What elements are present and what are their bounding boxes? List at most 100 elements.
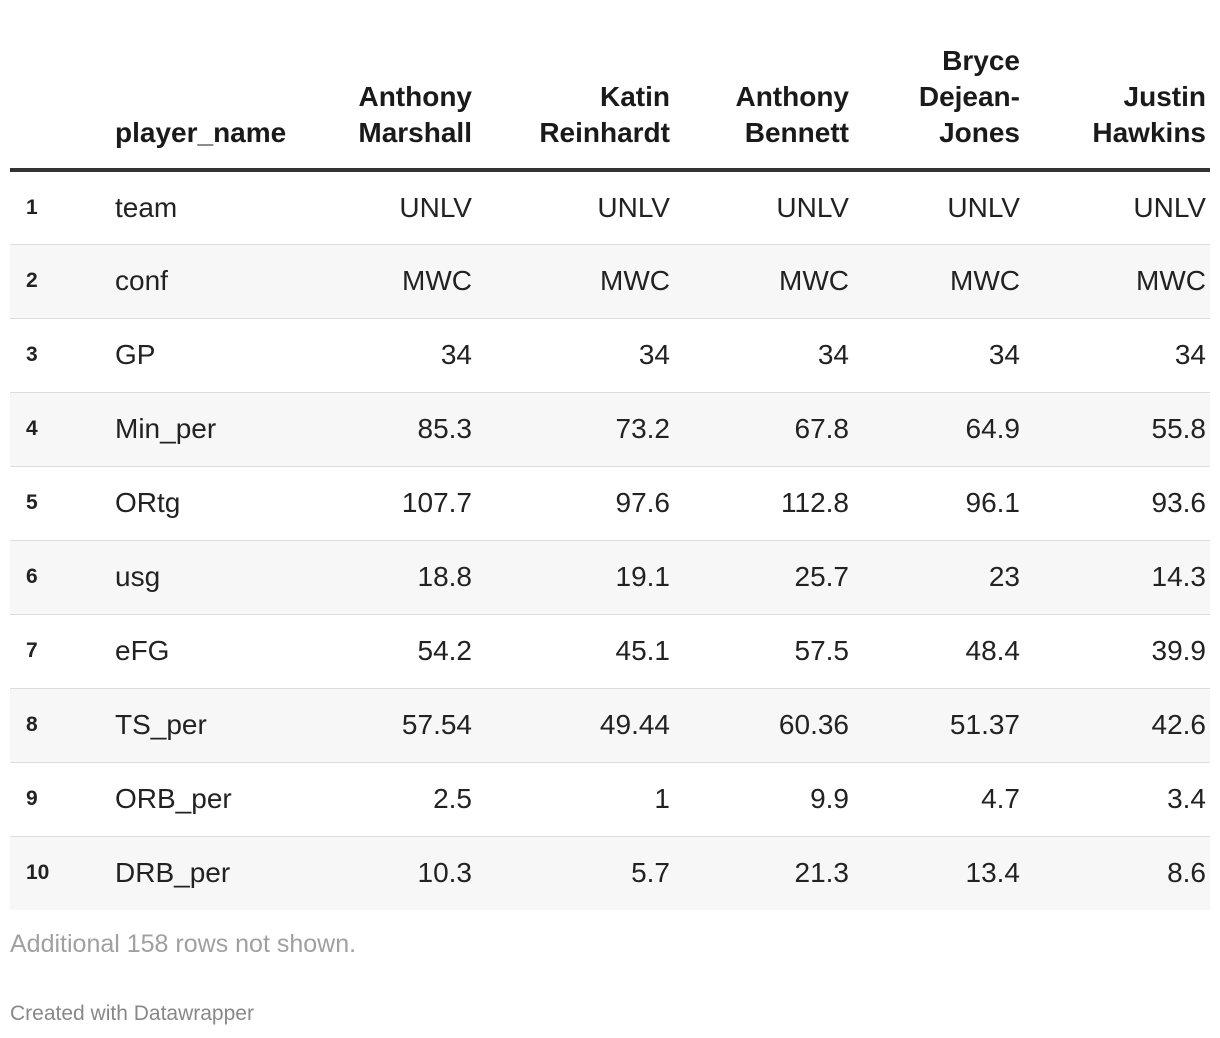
table-row: 2 conf MWC MWC MWC MWC MWC (10, 244, 1210, 319)
table-row: 1 team UNLV UNLV UNLV UNLV UNLV (10, 170, 1210, 245)
header-label-line: Jones (939, 117, 1020, 148)
stat-value-cell: 1 (476, 762, 674, 837)
stat-value-cell: 34 (674, 318, 853, 393)
header-label-line: Reinhardt (539, 117, 670, 148)
table-row: 3 GP 34 34 34 34 34 (10, 318, 1210, 393)
row-index: 4 (10, 392, 90, 467)
stat-value-cell: 23 (853, 540, 1024, 615)
stat-value-cell: 34 (476, 318, 674, 393)
stat-value-cell: 96.1 (853, 466, 1024, 541)
data-table-container: player_name Anthony Marshall Katin Reinhardt… (10, 0, 1210, 910)
stat-value-cell: 48.4 (853, 614, 1024, 689)
stat-value-cell: 3.4 (1024, 762, 1210, 837)
stat-value-cell: 34 (853, 318, 1024, 393)
stat-value-cell: MWC (853, 244, 1024, 319)
table-row: 6 usg 18.8 19.1 25.7 23 14.3 (10, 540, 1210, 615)
row-index: 1 (10, 170, 90, 245)
stat-value-cell: 5.7 (476, 836, 674, 910)
header-label-line: Anthony (735, 81, 849, 112)
row-index: 2 (10, 244, 90, 319)
stat-value-cell: UNLV (674, 170, 853, 245)
stat-value-cell: 54.2 (305, 614, 476, 689)
row-index: 8 (10, 688, 90, 763)
row-index: 9 (10, 762, 90, 837)
row-index: 10 (10, 836, 90, 910)
row-index: 5 (10, 466, 90, 541)
header-label-line: Anthony (358, 81, 472, 112)
table-row: 4 Min_per 85.3 73.2 67.8 64.9 55.8 (10, 392, 1210, 467)
stat-name-cell: team (90, 170, 305, 245)
header-player-1: Anthony Marshall (305, 0, 476, 172)
stat-value-cell: UNLV (305, 170, 476, 245)
header-label-line: Katin (600, 81, 670, 112)
table-header: player_name Anthony Marshall Katin Reinhardt… (10, 0, 1210, 172)
stat-value-cell: 93.6 (1024, 466, 1210, 541)
table-row: 5 ORtg 107.7 97.6 112.8 96.1 93.6 (10, 466, 1210, 541)
row-index: 3 (10, 318, 90, 393)
stat-value-cell: UNLV (853, 170, 1024, 245)
stat-value-cell: 19.1 (476, 540, 674, 615)
stat-value-cell: 85.3 (305, 392, 476, 467)
stat-name-cell: usg (90, 540, 305, 615)
header-label-line: Dejean- (918, 81, 1020, 112)
stat-value-cell: 112.8 (674, 466, 853, 541)
header-player-5: Justin Hawkins (1024, 0, 1210, 172)
stat-value-cell: 13.4 (853, 836, 1024, 910)
stat-value-cell: 25.7 (674, 540, 853, 615)
data-table: player_name Anthony Marshall Katin Reinhardt… (10, 0, 1210, 910)
stat-value-cell: 60.36 (674, 688, 853, 763)
header-label-line: Bryce (942, 45, 1020, 76)
stat-value-cell: MWC (476, 244, 674, 319)
header-label-line: Marshall (358, 117, 472, 148)
table-row: 10 DRB_per 10.3 5.7 21.3 13.4 8.6 (10, 836, 1210, 910)
stat-value-cell: 64.9 (853, 392, 1024, 467)
table-row: 9 ORB_per 2.5 1 9.9 4.7 3.4 (10, 762, 1210, 837)
table-row: 7 eFG 54.2 45.1 57.5 48.4 39.9 (10, 614, 1210, 689)
stat-value-cell: 9.9 (674, 762, 853, 837)
header-row: player_name Anthony Marshall Katin Reinhardt… (10, 0, 1210, 172)
stat-name-cell: conf (90, 244, 305, 319)
stat-name-cell: eFG (90, 614, 305, 689)
row-index: 6 (10, 540, 90, 615)
stat-name-cell: Min_per (90, 392, 305, 467)
header-label-line: Justin (1123, 81, 1206, 112)
stat-value-cell: 2.5 (305, 762, 476, 837)
stat-value-cell: 34 (1024, 318, 1210, 393)
stat-value-cell: UNLV (1024, 170, 1210, 245)
stat-value-cell: 57.5 (674, 614, 853, 689)
stat-value-cell: 55.8 (1024, 392, 1210, 467)
header-player-4: Bryce Dejean- Jones (853, 0, 1024, 172)
stat-value-cell: 10.3 (305, 836, 476, 910)
row-index: 7 (10, 614, 90, 689)
stat-value-cell: 51.37 (853, 688, 1024, 763)
stat-value-cell: 14.3 (1024, 540, 1210, 615)
header-label-line: Hawkins (1092, 117, 1206, 148)
stat-value-cell: 4.7 (853, 762, 1024, 837)
stat-name-cell: ORB_per (90, 762, 305, 837)
header-player-3: Anthony Bennett (674, 0, 853, 172)
table-notes: Additional 158 rows not shown. (10, 930, 357, 958)
stat-value-cell: 73.2 (476, 392, 674, 467)
stat-value-cell: MWC (674, 244, 853, 319)
stat-value-cell: 39.9 (1024, 614, 1210, 689)
stat-name-cell: DRB_per (90, 836, 305, 910)
stat-value-cell: 97.6 (476, 466, 674, 541)
stat-name-cell: TS_per (90, 688, 305, 763)
stat-value-cell: 18.8 (305, 540, 476, 615)
stat-value-cell: 57.54 (305, 688, 476, 763)
header-index (10, 0, 90, 172)
stat-value-cell: 107.7 (305, 466, 476, 541)
stat-value-cell: MWC (305, 244, 476, 319)
stat-value-cell: 49.44 (476, 688, 674, 763)
stat-value-cell: 45.1 (476, 614, 674, 689)
stat-name-cell: ORtg (90, 466, 305, 541)
stat-name-cell: GP (90, 318, 305, 393)
stat-value-cell: 21.3 (674, 836, 853, 910)
stat-value-cell: MWC (1024, 244, 1210, 319)
header-player-2: Katin Reinhardt (476, 0, 674, 172)
header-label-line: Bennett (744, 117, 849, 148)
table-body: 1 team UNLV UNLV UNLV UNLV UNLV 2 conf MWC MWC MWC M… (10, 170, 1210, 910)
stat-value-cell: 34 (305, 318, 476, 393)
stat-value-cell: 67.8 (674, 392, 853, 467)
header-player-name: player_name (90, 0, 305, 172)
